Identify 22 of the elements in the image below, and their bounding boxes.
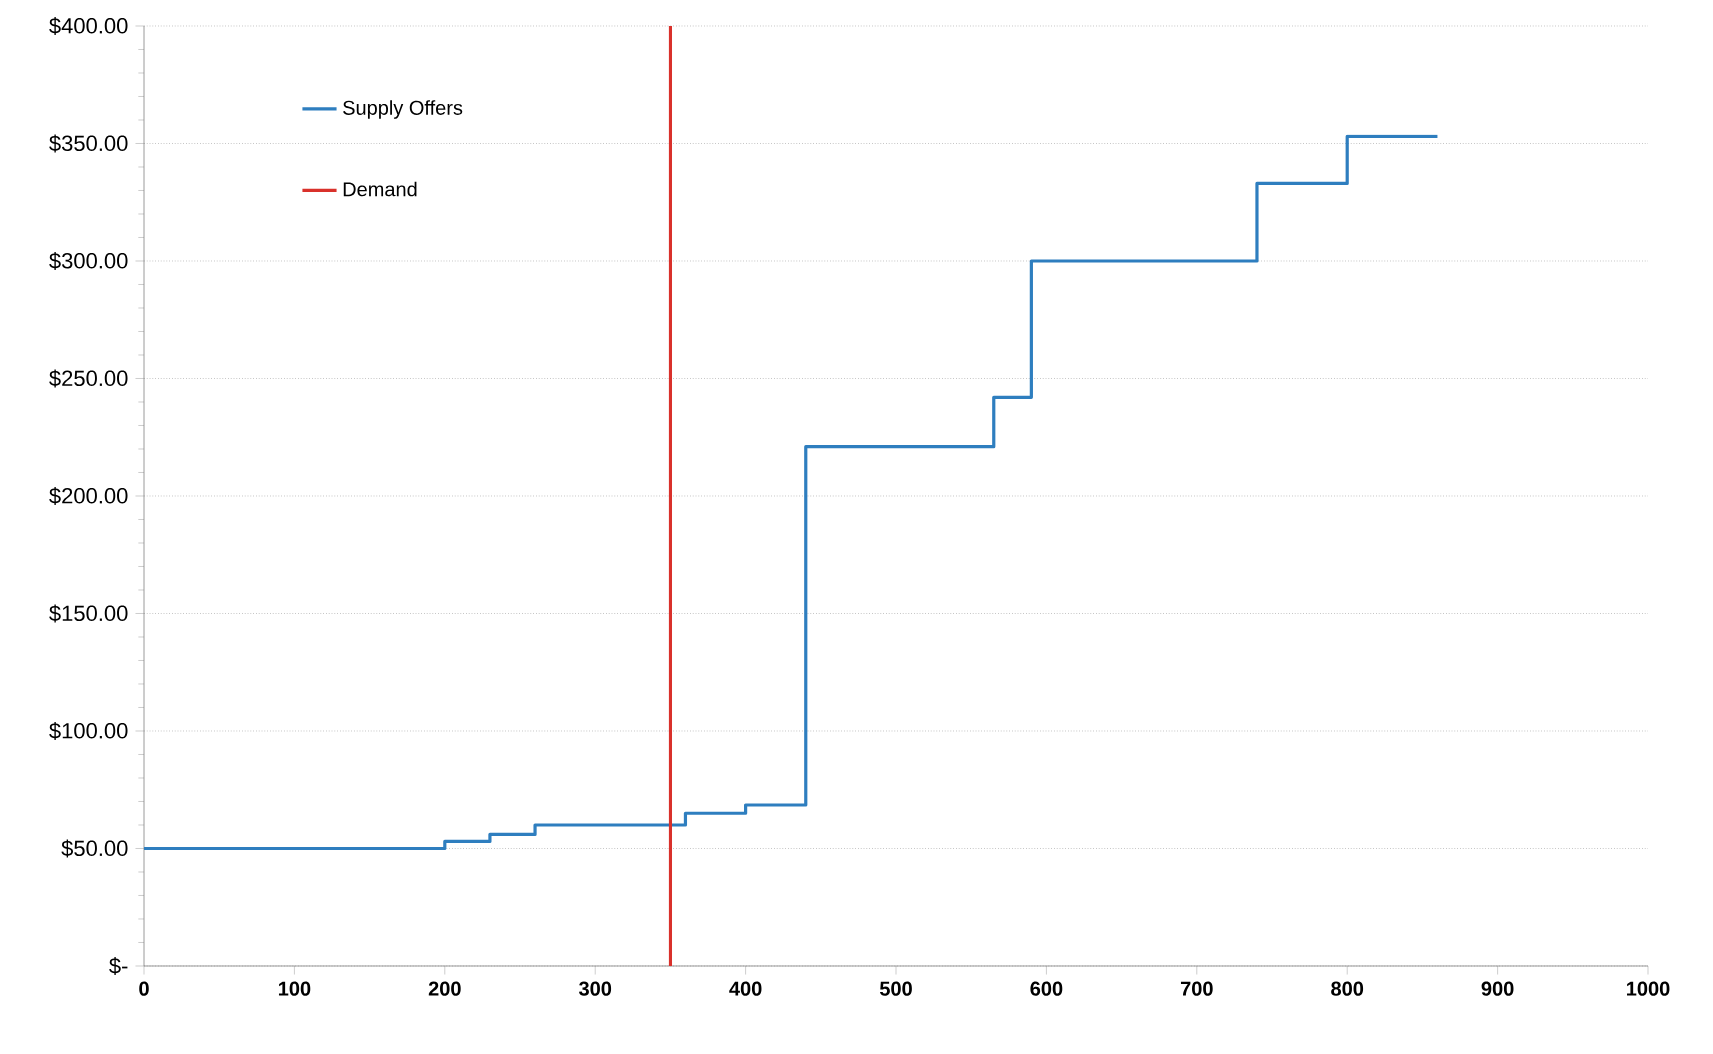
legend-label: Supply Offers	[343, 100, 463, 119]
x-tick-label: 300	[578, 981, 612, 996]
x-tick-label: 1000	[1627, 981, 1670, 996]
y-tick-label: $150.00	[49, 604, 128, 623]
legend-label: Demand	[343, 181, 417, 197]
x-tick-label: 600	[1030, 981, 1063, 996]
y-tick-label: $200.00	[49, 487, 128, 505]
y-tick-label: $350.00	[49, 134, 128, 153]
y-tick-label: $-	[109, 957, 128, 975]
x-tick-label: 900	[1481, 981, 1514, 996]
x-tick-label: 200	[428, 981, 461, 996]
y-tick-label: $300.00	[49, 252, 128, 270]
y-tick-label: $50.00	[61, 839, 128, 858]
x-tick-label: 500	[879, 981, 912, 996]
x-tick-label: 800	[1331, 981, 1364, 996]
x-tick-label: 400	[729, 981, 762, 996]
x-tick-label: 0	[139, 981, 149, 996]
x-tick-label: 700	[1180, 981, 1213, 996]
y-tick-label: $400.00	[49, 17, 128, 35]
x-tick-label: 100	[278, 981, 311, 996]
y-tick-label: $100.00	[49, 722, 128, 740]
y-tick-label: $250.00	[49, 369, 128, 388]
